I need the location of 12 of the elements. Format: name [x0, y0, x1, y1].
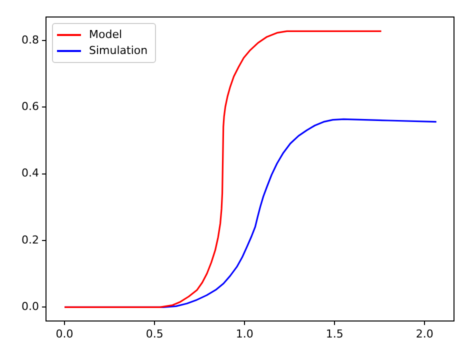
- y-tick-label: 0.4: [22, 166, 39, 180]
- y-tick-label: 0.0: [22, 300, 39, 314]
- x-tick-label: 1.0: [236, 327, 254, 340]
- x-tick-label: 1.5: [326, 327, 344, 340]
- x-tick-label: 0.5: [146, 327, 164, 340]
- legend-label: Model: [89, 27, 122, 43]
- legend-label: Simulation: [89, 43, 148, 59]
- y-tick-label: 0.2: [22, 233, 39, 246]
- y-tick-label: 0.6: [22, 100, 39, 114]
- x-tick-label: 2.0: [416, 327, 434, 340]
- x-tick-label: 0.0: [56, 327, 74, 340]
- y-tick-label: 0.8: [22, 33, 39, 46]
